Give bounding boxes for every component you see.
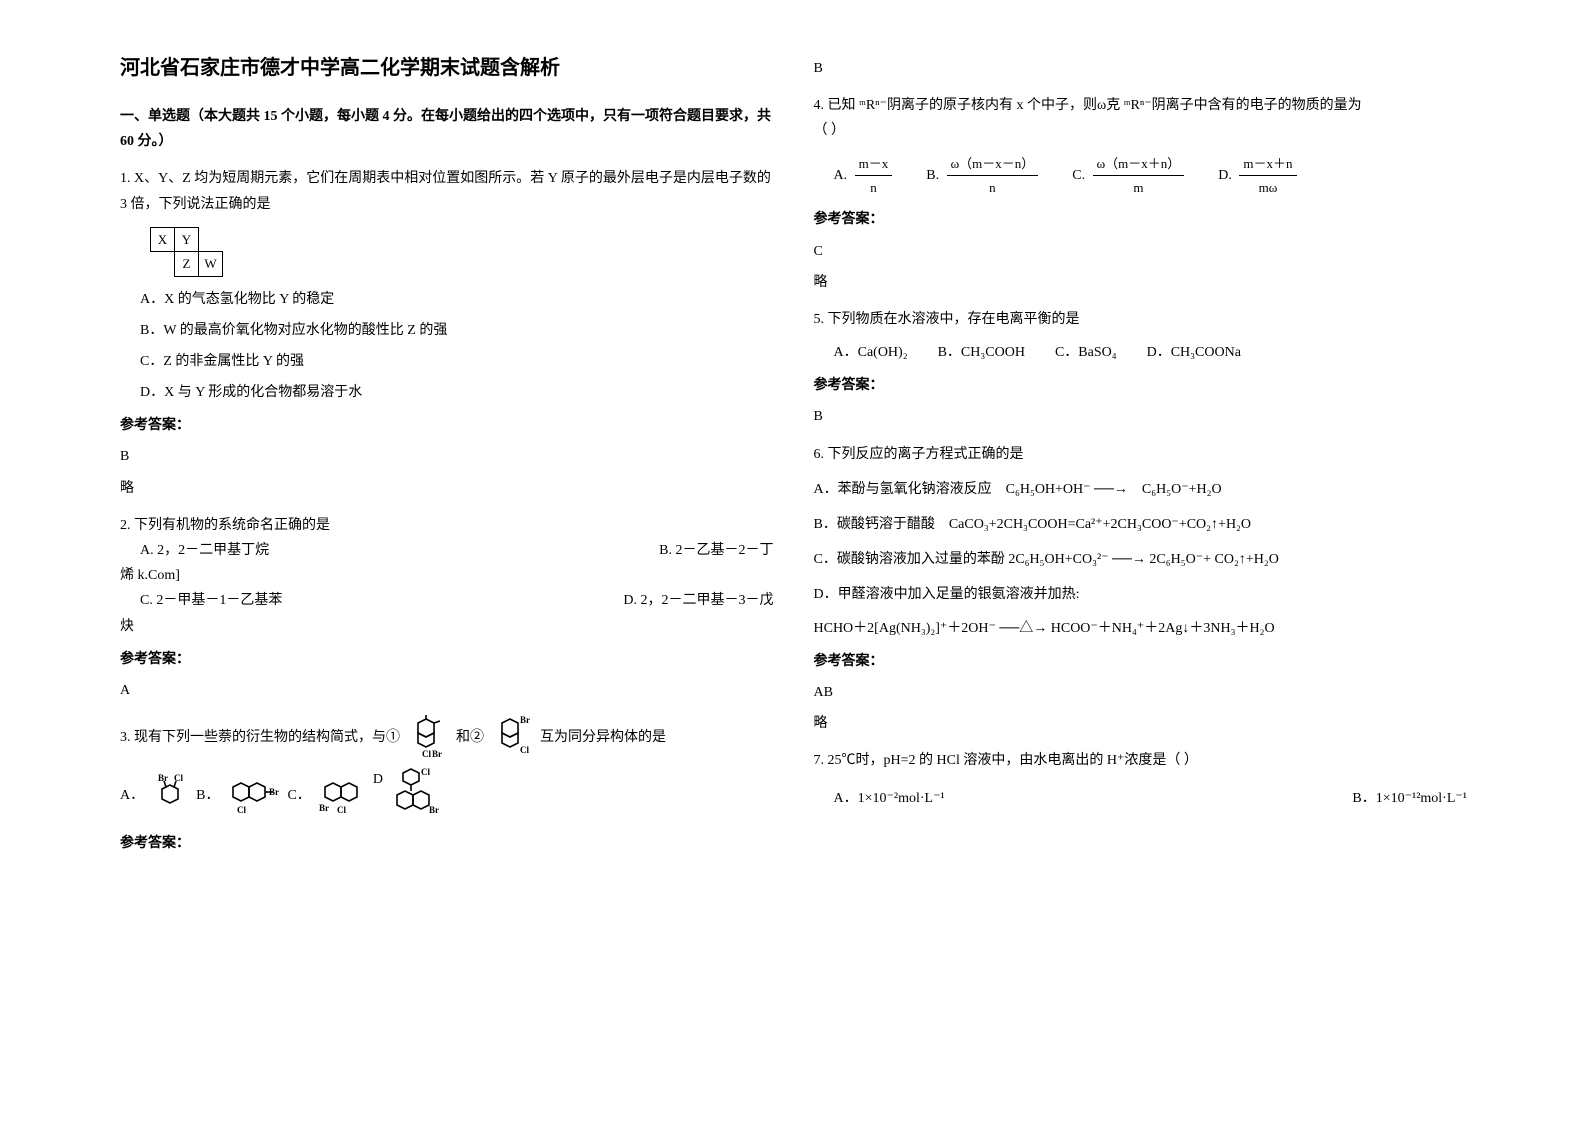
q5-stem: 5. 下列物质在水溶液中，存在电离平衡的是: [814, 307, 1468, 332]
q2-optA: A. 2，2－二甲基丁烷: [140, 538, 269, 563]
ans-label: 参考答案：: [814, 207, 1468, 232]
col2-top: B: [814, 56, 1468, 81]
label-A: A．: [120, 783, 144, 808]
question-2: 2. 下列有机物的系统命名正确的是 A. 2，2－二甲基丁烷 B. 2－乙基－2…: [120, 513, 774, 703]
q1-stem: 1. X、Y、Z 均为短周期元素，它们在周期表中相对位置如图所示。若 Y 原子的…: [120, 166, 774, 216]
q1-note: 略: [120, 476, 774, 501]
q1-optC: C．Z 的非金属性比 Y 的强: [140, 349, 774, 374]
ans-label: 参考答案：: [120, 831, 774, 856]
svg-text:Cl: Cl: [422, 749, 431, 759]
naphthalene-icon-1: Cl Br: [406, 715, 450, 759]
cell-w: W: [199, 252, 223, 276]
q6-optD: D．甲醛溶液中加入足量的银氨溶液并加热:: [814, 582, 1468, 607]
q3-stem-prefix: 3. 现有下列一些萘的衍生物的结构简式，与①: [120, 725, 400, 750]
svg-text:Br: Br: [432, 749, 442, 759]
q2-stem: 2. 下列有机物的系统命名正确的是: [120, 513, 774, 538]
left-column: 河北省石家庄市德才中学高二化学期末试题含解析 一、单选题（本大题共 15 个小题…: [100, 50, 794, 1072]
label-C: C．: [287, 783, 310, 808]
svg-text:Br: Br: [520, 715, 530, 725]
label-B: B．: [196, 783, 219, 808]
fracA-den: n: [855, 176, 893, 199]
q6-ans: AB: [814, 680, 1468, 705]
section-header: 一、单选题（本大题共 15 个小题，每小题 4 分。在每小题给出的四个选项中，只…: [120, 104, 774, 154]
svg-text:Cl: Cl: [174, 773, 183, 783]
structure-icon-C: Br Cl: [317, 773, 367, 817]
q2-ans: A: [120, 678, 774, 703]
q2-line2: 烯 k.Com]: [120, 563, 774, 588]
q5-optA: A．Ca(OH)₂: [834, 340, 908, 365]
q1-optA: A．X 的气态氢化物比 Y 的稳定: [140, 287, 774, 312]
q4-note: 略: [814, 270, 1468, 295]
page-title: 河北省石家庄市德才中学高二化学期末试题含解析: [120, 50, 774, 86]
svg-text:Cl: Cl: [421, 767, 430, 777]
svg-text:Br: Br: [319, 803, 329, 813]
q5-optB: B．CH₃COOH: [938, 340, 1025, 365]
q1-optD: D．X 与 Y 形成的化合物都易溶于水: [140, 380, 774, 405]
q3-stem-suffix: 互为同分异构体的是: [540, 725, 666, 750]
fracD-num: m－x＋n: [1239, 152, 1296, 176]
q7-optB: B．1×10⁻¹²mol·L⁻¹: [1352, 786, 1467, 811]
q6-optB: B．碳酸钙溶于醋酸 CaCO₃+2CH₃COOH=Ca²⁺+2CH₃COO⁻+C…: [814, 512, 1468, 537]
fracB-num: ω（m－x－n）: [947, 152, 1039, 176]
svg-text:Cl: Cl: [337, 805, 346, 815]
q5-ans: B: [814, 404, 1468, 429]
q2-optD: D. 2，2－二甲基－3－戊: [623, 588, 773, 613]
cell-x: X: [151, 227, 175, 251]
q6-optC: C．碳酸钠溶液加入过量的苯酚 2C₆H₅OH+CO₃²⁻ ──→ 2C₆H₅O⁻…: [814, 547, 1468, 572]
ans-label: 参考答案：: [120, 647, 774, 672]
right-column: B 4. 已知 ᵐRⁿ⁻阴离子的原子核内有 x 个中子，则ω克 ᵐRⁿ⁻阴离子中…: [794, 50, 1488, 1072]
structure-icon-D: Cl Br: [389, 767, 439, 823]
q2-line3: 炔: [120, 614, 774, 639]
q2-optC: C. 2－甲基－1－乙基苯: [140, 588, 282, 613]
q5-optD: D．CH₃COONa: [1147, 340, 1241, 365]
q4-stem-b: （ ）: [814, 118, 1468, 143]
q6-note: 略: [814, 711, 1468, 736]
ans-label: 参考答案：: [120, 413, 774, 438]
question-4: 4. 已知 ᵐRⁿ⁻阴离子的原子核内有 x 个中子，则ω克 ᵐRⁿ⁻阴离子中含有…: [814, 93, 1468, 295]
question-5: 5. 下列物质在水溶液中，存在电离平衡的是 A．Ca(OH)₂ B．CH₃COO…: [814, 307, 1468, 430]
q4-stem-a: 4. 已知 ᵐRⁿ⁻阴离子的原子核内有 x 个中子，则ω克 ᵐRⁿ⁻阴离子中含有…: [814, 93, 1468, 118]
q4-options: A. m－xn B. ω（m－x－n）n C. ω（m－x＋n）m D. m－x…: [834, 152, 1468, 200]
fracA-num: m－x: [855, 152, 893, 176]
fracD-den: mω: [1239, 176, 1296, 199]
q3-options-row: A． Br Cl B． Br Cl C． Br Cl D Cl Br: [120, 767, 774, 823]
q7-stem: 7. 25℃时，pH=2 的 HCl 溶液中，由水电离出的 H⁺浓度是（ ）: [814, 748, 1468, 773]
q5-options: A．Ca(OH)₂ B．CH₃COOH C．BaSO₄ D．CH₃COONa: [834, 340, 1468, 365]
label-D: D: [373, 767, 383, 792]
cell-empty: [151, 252, 175, 276]
q5-optC: C．BaSO₄: [1055, 340, 1117, 365]
cell-z: Z: [175, 252, 199, 276]
svg-text:Br: Br: [429, 805, 439, 815]
naphthalene-icon-2: Br Cl: [490, 715, 534, 759]
q6-eqD: HCHO＋2[Ag(NH₃)₂]⁺＋2OH⁻ ──△→ HCOO⁻＋NH₄⁺＋2…: [814, 616, 1468, 641]
ans-label: 参考答案：: [814, 373, 1468, 398]
q7-optA: A．1×10⁻²mol·L⁻¹: [834, 786, 945, 811]
question-1: 1. X、Y、Z 均为短周期元素，它们在周期表中相对位置如图所示。若 Y 原子的…: [120, 166, 774, 500]
q1-optB: B．W 的最高价氧化物对应水化物的酸性比 Z 的强: [140, 318, 774, 343]
periodic-grid: X Y Z W: [150, 227, 223, 277]
svg-text:Br: Br: [158, 773, 168, 783]
q6-optA: A．苯酚与氢氧化钠溶液反应 C₆H₅OH+OH⁻ ──→ C₆H₅O⁻+H₂O: [814, 477, 1468, 502]
svg-text:Cl: Cl: [520, 745, 529, 755]
fracB-den: n: [947, 176, 1039, 199]
cell-empty: [199, 227, 223, 251]
q2-optB: B. 2－乙基－2－丁: [659, 538, 773, 563]
q6-stem: 6. 下列反应的离子方程式正确的是: [814, 442, 1468, 467]
question-7: 7. 25℃时，pH=2 的 HCl 溶液中，由水电离出的 H⁺浓度是（ ） A…: [814, 748, 1468, 810]
structure-icon-A: Br Cl: [150, 773, 190, 817]
fracC-den: m: [1093, 176, 1185, 199]
question-3: 3. 现有下列一些萘的衍生物的结构简式，与① Cl Br 和② Br Cl: [120, 715, 774, 856]
question-6: 6. 下列反应的离子方程式正确的是 A．苯酚与氢氧化钠溶液反应 C₆H₅OH+O…: [814, 442, 1468, 737]
fracC-num: ω（m－x＋n）: [1093, 152, 1185, 176]
svg-text:Br: Br: [269, 787, 279, 797]
q1-ans: B: [120, 444, 774, 469]
q4-ans: C: [814, 239, 1468, 264]
structure-icon-B: Br Cl: [225, 773, 281, 817]
svg-text:Cl: Cl: [237, 805, 246, 815]
q3-stem-mid: 和②: [456, 725, 484, 750]
ans-label: 参考答案：: [814, 649, 1468, 674]
cell-y: Y: [175, 227, 199, 251]
